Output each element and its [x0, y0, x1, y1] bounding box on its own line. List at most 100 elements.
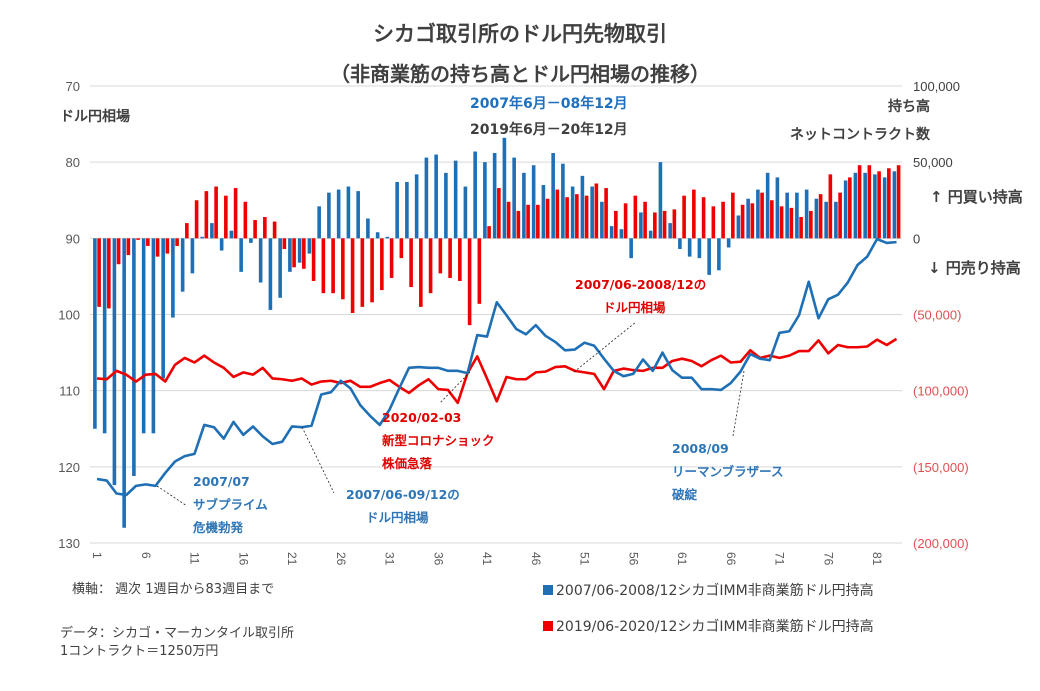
- bar-2019: [272, 221, 277, 239]
- bar-2019: [575, 194, 579, 239]
- bar-2007: [239, 238, 243, 272]
- bar-2007: [580, 175, 585, 239]
- bar-2019: [604, 188, 608, 239]
- bar-2019: [331, 238, 335, 294]
- bar-2019: [302, 238, 306, 269]
- bar-2019: [126, 238, 131, 256]
- legend-swatch-blue: [543, 585, 553, 595]
- bar-2007: [249, 238, 253, 243]
- right-tick-label: 50,000: [913, 155, 953, 170]
- bar-2007: [512, 157, 516, 239]
- bar-2019: [867, 165, 872, 239]
- x-tick-label: 36: [431, 552, 445, 566]
- bar-2019: [653, 212, 657, 239]
- bar-2007: [258, 238, 263, 283]
- bar-2019: [292, 238, 296, 268]
- annotation-leaders: [156, 321, 745, 507]
- bar-2019: [136, 238, 140, 240]
- right-axis-title-line1: 持ち高: [888, 99, 930, 115]
- annotation-leader-line: [301, 426, 335, 494]
- bar-2019: [623, 203, 628, 239]
- bar-2007: [463, 186, 468, 239]
- bar-2019: [409, 238, 413, 288]
- bar-2007: [395, 181, 399, 239]
- bar-2019: [243, 201, 248, 239]
- legend-item-2019: 2019/06-2020/12シカゴIMM非商業筋ドル円持高: [543, 616, 874, 636]
- bar-2019: [701, 197, 706, 239]
- x-tick-label: 76: [821, 552, 835, 566]
- bar-2019: [458, 238, 462, 281]
- bar-2007: [502, 137, 507, 239]
- bar-2007: [873, 174, 877, 239]
- annotation-line: 2007/07: [193, 474, 250, 489]
- bar-2019: [818, 194, 823, 239]
- left-tick-label: 120: [58, 460, 80, 475]
- bar-2007: [307, 238, 312, 254]
- left-tick-label: 130: [58, 536, 80, 551]
- bar-2007: [717, 238, 721, 271]
- bar-2007: [678, 238, 682, 249]
- bar-2007: [219, 238, 224, 251]
- bar-2019: [643, 201, 647, 239]
- bar-2007: [795, 192, 799, 239]
- bar-2019: [175, 238, 179, 246]
- x-tick-label: 71: [773, 552, 787, 566]
- bar-2007: [327, 192, 331, 239]
- bar-2019: [848, 177, 852, 239]
- period-label-2007: 2007年6月－08年12月: [470, 96, 628, 112]
- bar-2007: [707, 238, 711, 275]
- bar-2007: [863, 172, 867, 239]
- bar-2019: [633, 195, 638, 239]
- bar-2019: [877, 171, 881, 239]
- bar-2019: [770, 200, 774, 239]
- bar-2019: [672, 209, 677, 239]
- bar-2007: [141, 238, 146, 434]
- annotation-line: 新型コロナショック: [382, 433, 495, 448]
- right-axis-title-line2: ネットコントラクト数: [790, 127, 930, 143]
- bar-2007: [346, 186, 351, 239]
- bar-2019: [565, 197, 569, 239]
- x-tick-label: 26: [334, 552, 348, 566]
- legend-swatch-red: [543, 621, 553, 631]
- x-tick-label: 51: [578, 552, 592, 566]
- bar-2007: [619, 229, 624, 239]
- right-axis-ticks: 100,000 50,000 0 (50,000) (100,000) (150,000)…: [913, 79, 969, 551]
- bar-2007: [892, 171, 897, 239]
- bar-2007: [736, 215, 741, 239]
- bar-2019: [594, 183, 599, 239]
- bar-2019: [380, 238, 384, 291]
- bar-2019: [263, 217, 267, 239]
- bar-2007: [93, 238, 97, 429]
- bar-2019: [711, 206, 716, 239]
- annotation-corona: 2020/02-03 新型コロナショック 株価急落: [382, 406, 495, 475]
- chart-title: シカゴ取引所のドル円先物取引: [373, 22, 667, 46]
- bar-2007: [609, 226, 614, 239]
- left-tick-label: 110: [59, 384, 80, 399]
- bar-2019: [116, 238, 121, 265]
- bar-2019: [311, 238, 316, 281]
- bar-2019: [740, 204, 745, 239]
- annotation-line: リーマンブラザース: [672, 464, 784, 479]
- right-tick-label: (50,000): [913, 308, 961, 323]
- bar-2007: [317, 206, 321, 239]
- bar-2019: [107, 238, 111, 309]
- bar-2007: [561, 163, 565, 239]
- annotation-blue-rate: 2007/06-09/12の ドル円相場: [346, 483, 460, 529]
- bar-2019: [350, 238, 355, 313]
- bar-2019: [146, 238, 150, 246]
- bar-2007: [161, 238, 165, 379]
- bar-2019: [692, 189, 696, 239]
- bar-2007: [444, 172, 448, 239]
- bar-2007: [756, 189, 760, 239]
- bar-2019: [487, 226, 491, 239]
- bar-2019: [760, 192, 764, 239]
- annotation-line: 危機勃発: [193, 520, 244, 535]
- bar-2019: [779, 206, 784, 239]
- bar-2019: [497, 188, 501, 239]
- line-2019-rate: [96, 337, 898, 405]
- legend-item-2007: 2007/06-2008/12シカゴIMM非商業筋ドル円持高: [543, 580, 874, 600]
- bar-2007: [200, 236, 204, 239]
- bar-2007: [356, 191, 360, 239]
- bar-2019: [526, 204, 530, 239]
- bar-2019: [536, 204, 540, 239]
